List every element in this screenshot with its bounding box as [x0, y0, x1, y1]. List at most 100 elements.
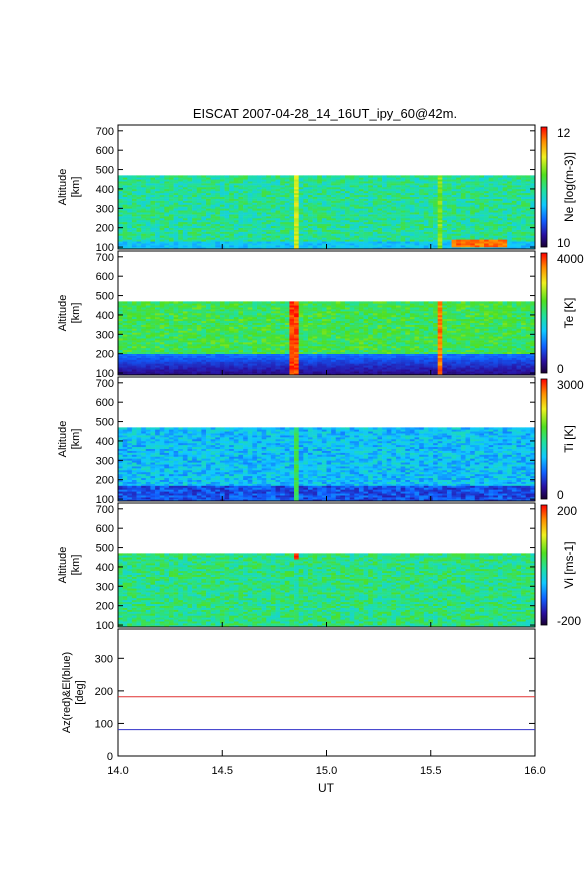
heatmap-cell [150, 221, 156, 225]
heatmap-cell [150, 342, 156, 345]
heatmap-cell [507, 190, 513, 194]
heatmap-cell [118, 229, 123, 232]
heatmap-cell [335, 245, 341, 248]
heatmap-cell [178, 318, 184, 322]
heatmap-cell [396, 200, 401, 203]
heatmap-cell [201, 208, 207, 211]
heatmap-cell [294, 219, 299, 223]
heatmap-cell [155, 223, 160, 227]
heatmap-cell [284, 316, 290, 320]
heatmap-cell [247, 332, 253, 335]
heatmap-cell [446, 239, 452, 242]
heatmap-cell [479, 223, 485, 227]
heatmap-cell [155, 245, 160, 248]
heatmap-cell [127, 233, 133, 236]
heatmap-cell [233, 218, 239, 221]
heatmap-cell [122, 181, 128, 184]
heatmap-cell [247, 219, 253, 223]
heatmap-cell [433, 177, 438, 180]
heatmap-cell [446, 185, 452, 188]
heatmap-cell [298, 347, 304, 351]
heatmap-cell [141, 314, 147, 318]
heatmap-cell [118, 188, 123, 192]
heatmap-cell [298, 359, 304, 362]
heatmap-cell [196, 311, 202, 314]
heatmap-cell [247, 313, 253, 316]
heatmap-cell [159, 307, 165, 310]
heatmap-cell [229, 188, 235, 192]
heatmap-cell [484, 237, 489, 240]
heatmap-cell [257, 373, 262, 376]
heatmap-cell [182, 320, 188, 323]
heatmap-cell [525, 183, 531, 186]
heatmap-cell [215, 334, 221, 337]
heatmap-cell [294, 314, 299, 318]
heatmap-cell [284, 218, 290, 221]
heatmap-cell [326, 245, 332, 248]
heatmap-cell [521, 202, 527, 205]
heatmap-cell [201, 200, 207, 203]
heatmap-cell [266, 320, 272, 323]
heatmap-cell [252, 216, 258, 219]
heatmap-cell [118, 324, 123, 327]
heatmap-cell [192, 206, 198, 209]
heatmap-cell [219, 355, 225, 358]
heatmap-cell [229, 355, 235, 358]
heatmap-cell [423, 225, 429, 228]
heatmap-cell [219, 332, 225, 335]
heatmap-cell [173, 239, 179, 242]
heatmap-cell [391, 204, 397, 207]
heatmap-cell [284, 365, 290, 368]
heatmap-cell [168, 229, 174, 232]
heatmap-cell [502, 225, 508, 228]
heatmap-cell [437, 227, 443, 230]
heatmap-cell [470, 208, 476, 211]
heatmap-cell [159, 223, 165, 227]
heatmap-cell [419, 239, 425, 242]
heatmap-cell [173, 344, 179, 347]
heatmap-cell [270, 210, 276, 213]
heatmap-cell [266, 311, 272, 314]
heatmap-cell [141, 239, 147, 242]
heatmap-cell [312, 229, 318, 232]
heatmap-cell [345, 177, 350, 180]
heatmap-cell [178, 371, 184, 374]
heatmap-cell [243, 223, 249, 227]
heatmap-cell [150, 243, 156, 246]
heatmap-cell [502, 218, 508, 221]
heatmap-cell [238, 301, 244, 304]
heatmap-cell [507, 179, 513, 182]
heatmap-cell [219, 330, 225, 333]
heatmap-cell [382, 200, 388, 203]
heatmap-cell [247, 231, 253, 234]
heatmap-cell [164, 301, 170, 304]
heatmap-cell [164, 318, 170, 322]
heatmap-cell [331, 196, 337, 199]
heatmap-cell [289, 340, 295, 343]
heatmap-cell [516, 223, 522, 227]
heatmap-cell [307, 227, 313, 230]
heatmap-cell [192, 367, 198, 370]
heatmap-cell [511, 219, 517, 223]
heatmap-cell [280, 235, 286, 238]
heatmap-cell [446, 183, 452, 186]
heatmap-cell [456, 212, 462, 215]
heatmap-cell [284, 206, 290, 209]
heatmap-cell [257, 210, 262, 213]
heatmap-cell [368, 216, 374, 219]
heatmap-cell [479, 192, 485, 196]
heatmap-cell [456, 175, 462, 178]
heatmap-cell [164, 342, 170, 345]
heatmap-cell [247, 237, 253, 240]
heatmap-cell [164, 216, 170, 219]
heatmap-cell [456, 216, 462, 219]
heatmap-cell [275, 192, 281, 196]
heatmap-cell [210, 330, 216, 333]
heatmap-cell [261, 181, 267, 184]
heatmap-cell [423, 247, 429, 250]
heatmap-cell [187, 175, 193, 178]
heatmap-cell [122, 305, 128, 308]
heatmap-cell [270, 303, 276, 306]
heatmap-cell [238, 233, 244, 236]
heatmap-cell [155, 324, 160, 327]
